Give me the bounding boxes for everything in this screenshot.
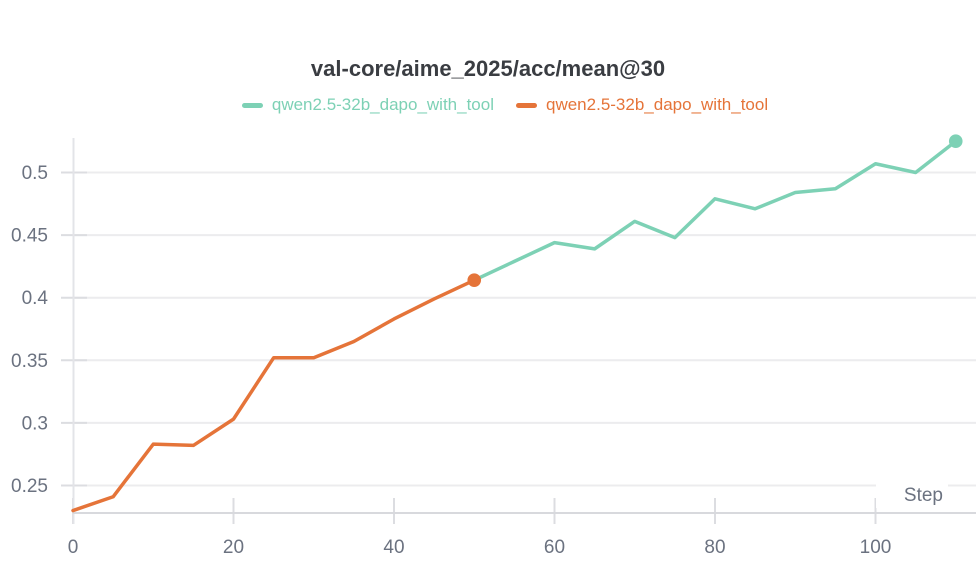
legend-label-run-orange: qwen2.5-32b_dapo_with_tool <box>546 95 769 114</box>
chart-title: val-core/aime_2025/acc/mean@30 <box>310 56 666 81</box>
x-tick-label: 80 <box>704 537 725 558</box>
series-line-orange[interactable] <box>71 278 476 513</box>
y-tick-label: 0.25 <box>11 476 48 497</box>
y-tick-label: 0.35 <box>11 351 48 372</box>
legend: qwen2.5-32b_dapo_with_tool qwen2.5-32b_d… <box>34 95 976 115</box>
x-tick-label: 40 <box>383 537 404 558</box>
y-tick-label: 0.45 <box>11 226 48 247</box>
y-tick-label: 0.5 <box>22 163 48 184</box>
series-line-teal[interactable] <box>472 139 958 282</box>
x-axis-title: Step <box>904 485 943 506</box>
legend-label-run-teal: qwen2.5-32b_dapo_with_tool <box>271 95 494 114</box>
x-tick-label: 0 <box>68 537 79 558</box>
series-end-marker-teal[interactable] <box>948 134 963 148</box>
x-tick-label: 60 <box>544 537 565 558</box>
x-tick-label: 20 <box>223 537 244 558</box>
y-tick-label: 0.4 <box>22 288 49 309</box>
x-axis-title-bg <box>876 478 948 508</box>
legend-dash-orange-icon <box>516 102 537 108</box>
legend-dash-teal-icon <box>241 102 263 108</box>
legend-item-run-teal: qwen2.5-32b_dapo_with_tool <box>241 95 494 115</box>
series-end-marker-orange[interactable] <box>467 273 482 287</box>
x-tick-label: 100 <box>860 537 892 558</box>
y-tick-label: 0.3 <box>22 413 48 434</box>
legend-item-run-orange: qwen2.5-32b_dapo_with_tool <box>516 95 768 115</box>
